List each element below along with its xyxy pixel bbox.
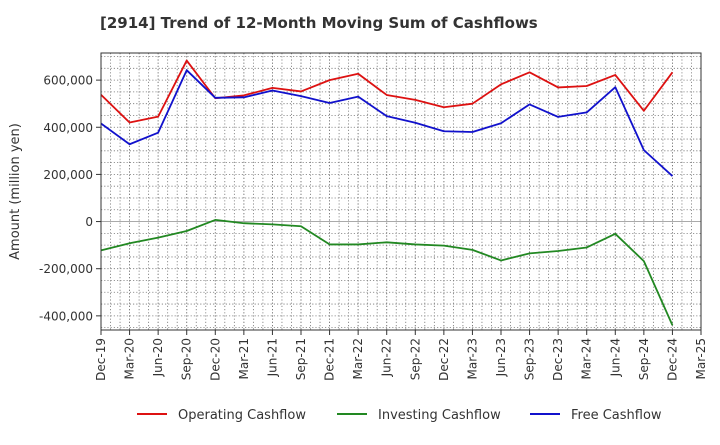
x-tick-label: Jun-20 bbox=[151, 338, 165, 377]
x-tick-label: Sep-22 bbox=[408, 338, 422, 380]
y-axis-label: Amount (million yen) bbox=[8, 123, 23, 260]
legend-label: Operating Cashflow bbox=[178, 408, 306, 423]
y-tick-label: 400,000 bbox=[43, 121, 93, 135]
x-tick-label: Jun-23 bbox=[494, 338, 508, 377]
x-tick-label: Mar-25 bbox=[694, 338, 708, 379]
x-tick-label: Dec-19 bbox=[94, 338, 108, 381]
x-tick-label: Jun-24 bbox=[608, 338, 622, 377]
x-tick-label: Dec-23 bbox=[551, 338, 565, 381]
y-tick-label: 0 bbox=[85, 215, 93, 229]
x-tick-label: Dec-20 bbox=[208, 338, 222, 381]
grid-layer bbox=[100, 53, 702, 330]
x-tick-label: Dec-21 bbox=[323, 338, 337, 381]
x-tick-label: Mar-21 bbox=[237, 338, 251, 379]
x-tick-label: Sep-20 bbox=[180, 338, 194, 380]
legend-layer: Operating Cashflow Investing Cashflow Free… bbox=[137, 408, 662, 423]
series-line-investing-cashflow bbox=[100, 219, 674, 326]
x-tick-label: Mar-20 bbox=[123, 338, 137, 379]
x-tick-label: Sep-23 bbox=[523, 338, 537, 380]
x-tick-label: Sep-24 bbox=[637, 338, 651, 380]
x-tick-label: Mar-22 bbox=[351, 338, 365, 379]
x-tick-label: Jun-22 bbox=[380, 338, 394, 377]
y-tick-label: 200,000 bbox=[43, 168, 93, 182]
series-line-operating-cashflow bbox=[100, 59, 674, 124]
y-tick-label: 600,000 bbox=[43, 74, 93, 88]
x-tick-label: Mar-23 bbox=[465, 338, 479, 379]
chart-title: [2914] Trend of 12-Month Moving Sum of C… bbox=[100, 14, 538, 32]
series-layer bbox=[100, 59, 674, 326]
plot-frame bbox=[100, 52, 702, 331]
y-tick-label: -200,000 bbox=[39, 262, 93, 276]
y-tick-label: -400,000 bbox=[39, 309, 93, 323]
x-tick-label: Jun-21 bbox=[265, 338, 279, 377]
axis-layer: 600,000 400,000 200,000 0 -200,000 -400,000 De… bbox=[8, 52, 708, 381]
series-line-free-cashflow bbox=[100, 69, 674, 177]
legend-label: Investing Cashflow bbox=[378, 408, 501, 423]
legend-label: Free Cashflow bbox=[571, 408, 662, 423]
x-tick-label: Sep-21 bbox=[294, 338, 308, 380]
x-tick-label: Dec-22 bbox=[437, 338, 451, 381]
x-tick-label: Dec-24 bbox=[665, 338, 679, 381]
x-tick-label: Mar-24 bbox=[580, 338, 594, 379]
